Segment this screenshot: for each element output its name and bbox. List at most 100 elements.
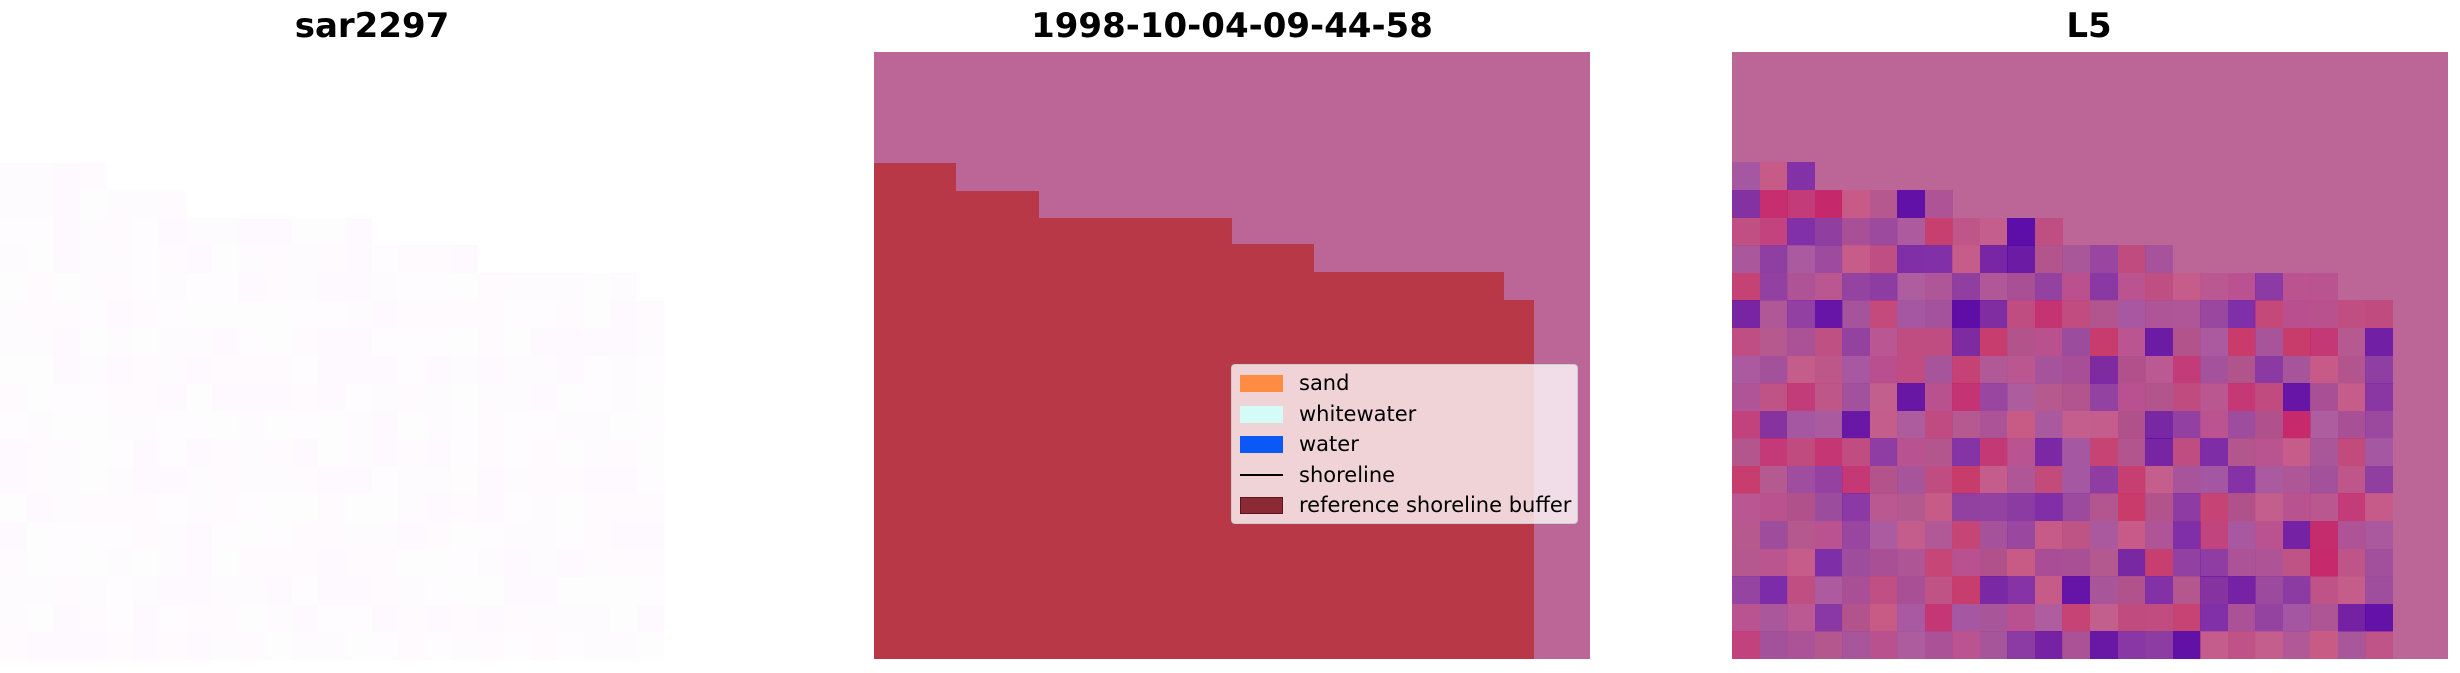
sar-pixel [132, 411, 160, 440]
l5-pixel [1732, 576, 1760, 605]
sar-pixel [504, 411, 532, 440]
l5-pixel [1952, 603, 1981, 632]
l5-pixel [1732, 162, 1760, 191]
l5-pixel [1787, 493, 1816, 522]
l5-pixel [2007, 245, 2036, 274]
l5-pixel [2007, 383, 2036, 412]
sar-pixel [53, 273, 81, 302]
l5-pixel [2337, 410, 2366, 439]
sar-pixel [0, 466, 27, 495]
l5-pixel [2007, 438, 2036, 467]
sar-pixel [557, 521, 585, 550]
l5-pixel [2227, 355, 2256, 384]
sar-pixel [504, 300, 532, 329]
l5-pixel [1924, 355, 1953, 384]
sar-pixel [159, 356, 187, 384]
l5-pixel [2007, 327, 2036, 356]
l5-pixel [2007, 493, 2036, 522]
sar-pixel [345, 549, 372, 578]
sar-pixel [106, 300, 134, 329]
l5-pixel [2172, 438, 2201, 467]
sar-pixel [238, 328, 266, 357]
sar-pixel [530, 632, 558, 660]
l5-pixel [2145, 327, 2174, 356]
sar-pixel [106, 356, 134, 384]
l5-pixel [2145, 576, 2174, 605]
l5-pixel [1759, 521, 1788, 550]
l5-pixel [1897, 438, 1926, 467]
l5-pixel [2062, 383, 2091, 412]
l5-pixel [1924, 576, 1953, 605]
sar-pixel [345, 217, 372, 246]
sar-pixel [610, 328, 638, 357]
l5-pixel [2200, 465, 2229, 494]
sar-pixel [530, 356, 558, 384]
sar-pixel [424, 632, 452, 660]
sar-pixel [26, 466, 54, 495]
sar-pixel [185, 549, 213, 578]
sar-pixel [291, 494, 319, 523]
l5-pixel [1869, 217, 1898, 246]
l5-pixel [2337, 521, 2366, 550]
l5-pixel [2227, 300, 2256, 329]
sar-pixel [212, 328, 240, 357]
l5-pixel [2034, 410, 2063, 439]
sar-pixel [345, 632, 372, 660]
l5-pixel [2282, 493, 2311, 522]
l5-pixel [2200, 576, 2229, 605]
sar-pixel [0, 190, 27, 219]
sar-pixel [0, 217, 27, 246]
l5-pixel [2117, 465, 2146, 494]
sar-pixel [238, 632, 266, 660]
l5-pixel [2007, 217, 2036, 246]
l5-pixel [1869, 355, 1898, 384]
sar-pixel [291, 411, 319, 440]
sar-pixel [106, 190, 134, 219]
sar-pixel [53, 300, 81, 329]
l5-pixel [2310, 383, 2339, 412]
l5-pixel [2172, 576, 2201, 605]
sar-pixel [636, 604, 664, 633]
sar-pixel [132, 549, 160, 578]
l5-pixel [1732, 272, 1760, 301]
l5-pixel [2172, 465, 2201, 494]
sar-pixel [477, 604, 505, 633]
l5-pixel [1842, 438, 1871, 467]
sar-pixel [159, 273, 187, 302]
sar-pixel [398, 300, 426, 329]
water-swatch-icon [1240, 435, 1283, 453]
l5-pixel [2172, 548, 2201, 577]
l5-pixel [2090, 245, 2118, 274]
l5-pixel [2090, 410, 2118, 439]
sar-pixel [132, 190, 160, 219]
l5-image-panel [1732, 52, 2448, 659]
sar-pixel [477, 328, 505, 357]
sar-pixel [53, 466, 81, 495]
l5-pixel [1732, 493, 1760, 522]
l5-pixel [1952, 521, 1981, 550]
sar-pixel [265, 577, 293, 606]
sar-pixel [79, 217, 107, 246]
sar-pixel [583, 466, 611, 495]
sar-pixel [530, 300, 558, 329]
sar-pixel [477, 356, 505, 384]
sar-pixel [53, 356, 81, 384]
sar-pixel [398, 466, 426, 495]
sar-pixel [424, 521, 452, 550]
sar-pixel [159, 549, 187, 578]
l5-pixel [2227, 327, 2256, 356]
l5-pixel [1952, 410, 1981, 439]
sar-pixel [106, 577, 134, 606]
sar-pixel [557, 577, 585, 606]
sar-pixel [159, 494, 187, 523]
sar-pixel [291, 300, 319, 329]
l5-pixel [1759, 576, 1788, 605]
l5-pixel [2172, 603, 2201, 632]
sar-pixel [504, 328, 532, 357]
l5-pixel [2062, 548, 2091, 577]
sar-pixel [0, 162, 27, 191]
sar-pixel [530, 383, 558, 412]
sar-pixel [318, 521, 346, 550]
l5-pixel [2365, 493, 2394, 522]
l5-pixel [2117, 576, 2146, 605]
